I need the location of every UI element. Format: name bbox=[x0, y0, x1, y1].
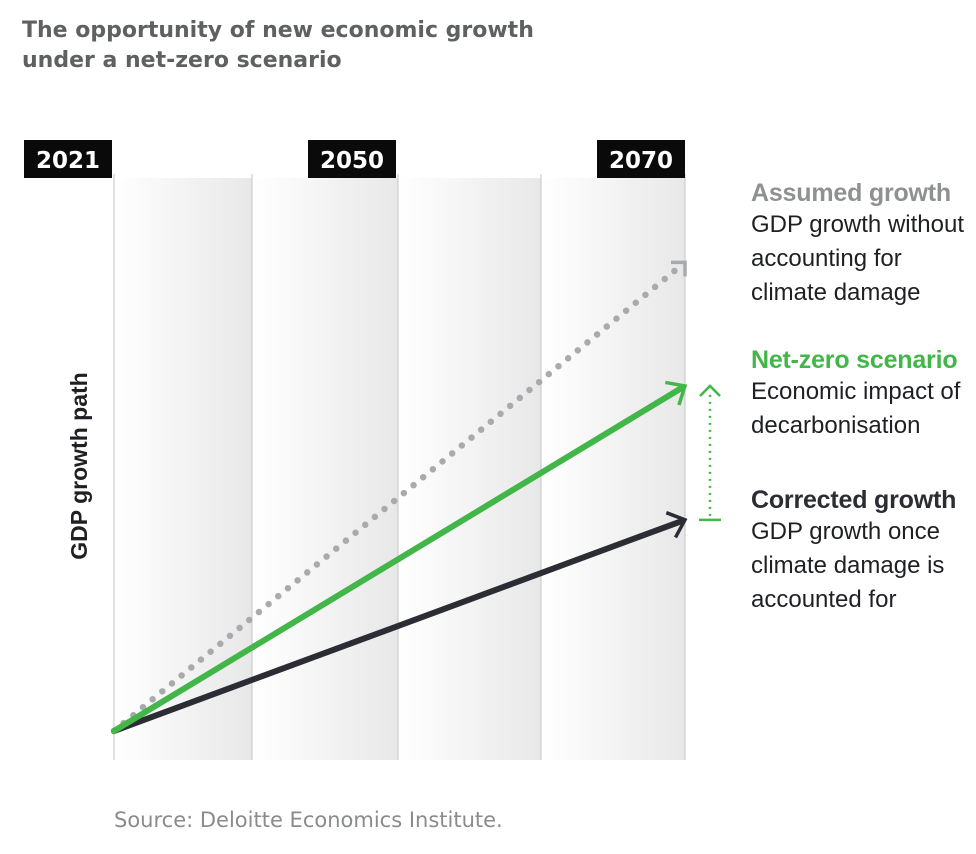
gap-annotation bbox=[699, 384, 721, 522]
legend-description-line: GDP growth once bbox=[751, 518, 940, 545]
series-arrowhead bbox=[671, 260, 687, 277]
year-markers: 2021 2050 2070 bbox=[24, 140, 685, 178]
background-column bbox=[541, 178, 685, 760]
chart-title: The opportunity of new economic growth u… bbox=[22, 16, 622, 76]
series-assumed-growth bbox=[110, 260, 687, 735]
background-columns bbox=[114, 178, 685, 760]
legend-entry: Net-zero scenario Economic impact of decar… bbox=[751, 345, 966, 443]
annotation-arrowhead bbox=[699, 384, 721, 397]
background-column bbox=[398, 178, 541, 760]
source-note: Source: Deloitte Economics Institute. bbox=[114, 808, 503, 832]
background-column bbox=[252, 178, 398, 760]
chart-title-line-1: The opportunity of new economic growth bbox=[22, 18, 534, 43]
legend-description-line: decarbonisation bbox=[751, 412, 921, 439]
series-arrowhead bbox=[665, 380, 688, 406]
year-marker-box bbox=[24, 140, 112, 178]
legend-description-line: accounting for bbox=[751, 245, 902, 272]
legend-entry-description: GDP growth once climate damage is accounte… bbox=[751, 515, 966, 617]
chart-title-line-2: under a net-zero scenario bbox=[22, 48, 342, 73]
series-arrowhead bbox=[665, 511, 688, 539]
year-marker-box bbox=[597, 140, 685, 178]
series-net-zero-scenario bbox=[111, 380, 688, 734]
legend-entry-title: Assumed growth bbox=[751, 179, 951, 207]
year-marker-label: 2050 bbox=[320, 148, 384, 174]
series-line bbox=[111, 384, 686, 734]
year-marker-box bbox=[308, 140, 396, 178]
series-line bbox=[111, 517, 686, 734]
vertical-gridlines bbox=[113, 174, 686, 760]
legend-description-line: Economic impact of bbox=[751, 378, 961, 405]
year-marker-label: 2021 bbox=[36, 148, 100, 174]
legend-entry-description: GDP growth without accounting for climate … bbox=[751, 208, 966, 310]
series-corrected-growth bbox=[111, 511, 688, 734]
year-marker-label: 2070 bbox=[609, 148, 673, 174]
y-axis-label: GDP growth path bbox=[66, 372, 92, 559]
legend-description-line: climate damage bbox=[751, 279, 921, 306]
legend-entry: Corrected growth GDP growth once climate d… bbox=[751, 485, 966, 617]
legend-entry-title: Corrected growth bbox=[751, 486, 957, 514]
legend-description-line: accounted for bbox=[751, 586, 897, 613]
legend-description-line: GDP growth without bbox=[751, 211, 964, 238]
legend-entry-description: Economic impact of decarbonisation bbox=[751, 375, 966, 443]
series-lines bbox=[110, 260, 688, 735]
legend-description-line: climate damage is bbox=[751, 552, 945, 579]
legend-entry-title: Net-zero scenario bbox=[751, 346, 958, 374]
series-line bbox=[110, 266, 679, 735]
legend-entry: Assumed growth GDP growth without accounti… bbox=[751, 178, 966, 310]
